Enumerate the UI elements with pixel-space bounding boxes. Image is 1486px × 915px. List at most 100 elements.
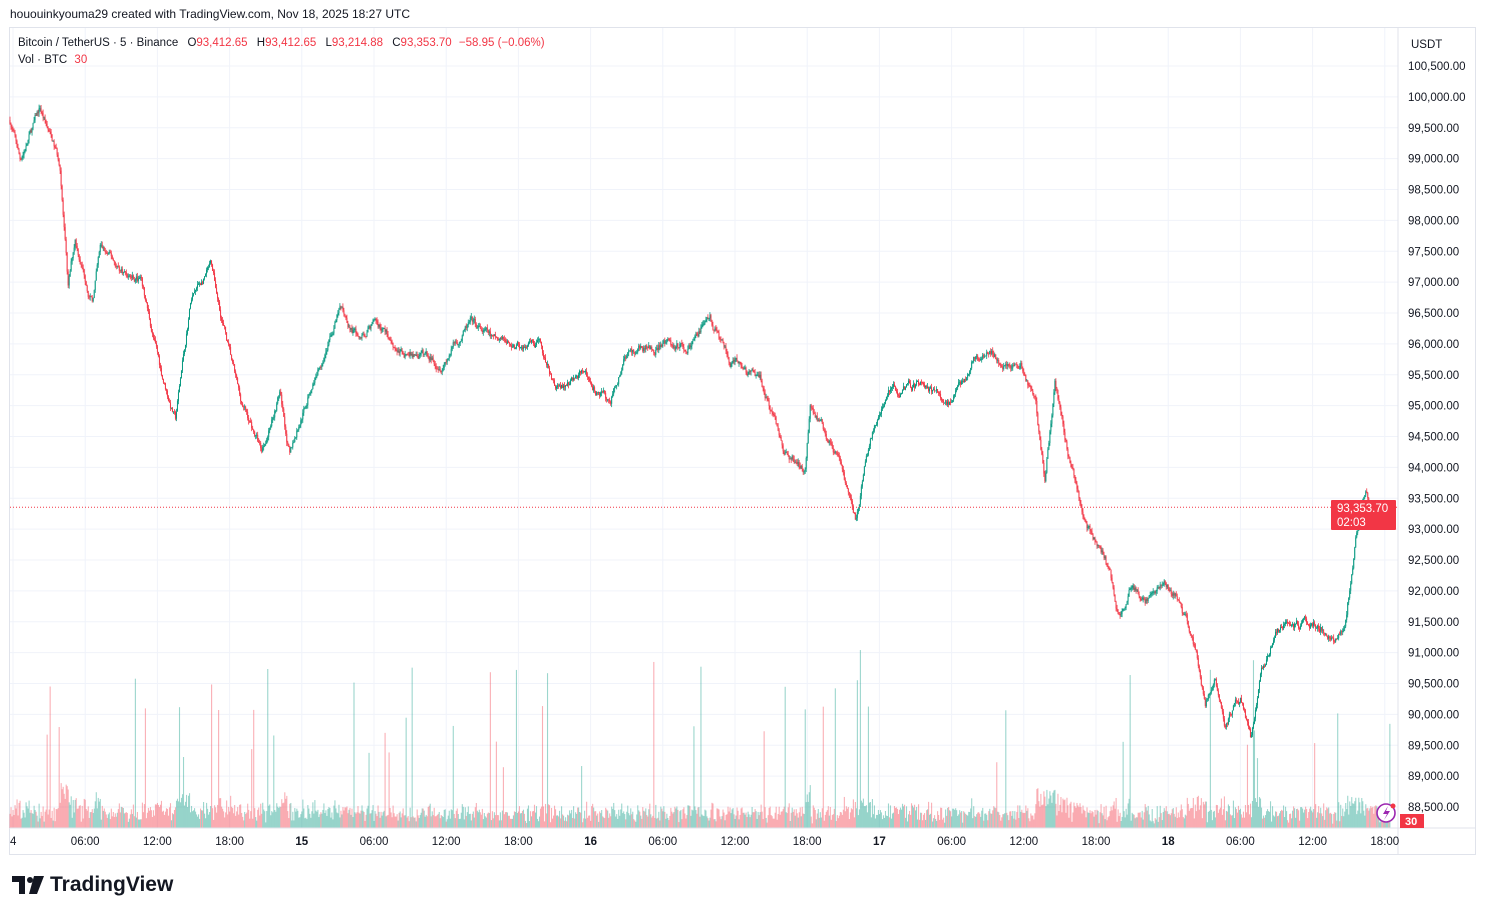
- volume-bar: [1232, 800, 1234, 828]
- candle-body: [702, 323, 704, 325]
- volume-bar: [592, 803, 594, 828]
- volume-bar: [995, 808, 997, 828]
- candle-body: [247, 411, 249, 419]
- volume-badge: 30: [1400, 814, 1424, 828]
- candle-body: [611, 396, 613, 404]
- volume-bar: [208, 814, 210, 828]
- volume-bar: [828, 815, 830, 828]
- candle-body: [236, 374, 238, 379]
- candle-body: [965, 379, 967, 381]
- volume-bar: [449, 818, 451, 828]
- candle-body: [121, 269, 123, 274]
- volume-bar: [972, 818, 974, 828]
- candle-body: [1088, 525, 1090, 527]
- volume-bar: [1201, 818, 1203, 828]
- volume-label[interactable]: Vol · BTC: [18, 54, 68, 66]
- candle-body: [1152, 591, 1154, 593]
- volume-bar: [629, 815, 631, 828]
- candle-body: [1286, 621, 1288, 623]
- candle-body: [669, 340, 671, 342]
- currency-button[interactable]: [1404, 33, 1470, 55]
- lightning-icon[interactable]: [1376, 803, 1396, 823]
- volume-bar: [413, 817, 415, 828]
- candle-body: [970, 368, 972, 372]
- candle-body: [1265, 659, 1267, 665]
- candle-body: [708, 318, 710, 320]
- tradingview-logo[interactable]: TradingView: [12, 873, 173, 897]
- volume-bar: [1344, 811, 1346, 828]
- candle-body: [1067, 448, 1069, 457]
- candle-body: [1188, 626, 1190, 632]
- candle-body: [98, 251, 100, 258]
- volume-bar: [1063, 800, 1065, 828]
- candle-body: [514, 348, 516, 350]
- volume-bar: [38, 803, 40, 828]
- volume-bar: [302, 799, 304, 828]
- volume-bar: [958, 814, 960, 828]
- volume-bar: [742, 812, 744, 828]
- volume-bar: [1156, 806, 1158, 828]
- volume-bar: [656, 818, 658, 828]
- candle-body: [667, 338, 669, 340]
- candle-body: [1074, 475, 1076, 481]
- volume-bar: [297, 810, 299, 828]
- volume-bar: [1360, 813, 1362, 828]
- volume-bar: [931, 802, 933, 828]
- volume-bar: [687, 805, 689, 828]
- volume-bar: [1377, 814, 1379, 828]
- time-axis[interactable]: 4 06:00 12:00 18:00 15 06:00 12:00 18:00 16 06:00…: [10, 827, 1476, 848]
- volume-bar: [1140, 817, 1142, 828]
- volume-bar: [1188, 810, 1190, 828]
- volume-bar: [253, 709, 255, 828]
- candle-body: [485, 327, 487, 329]
- volume-bar: [1198, 809, 1200, 828]
- candle-body: [414, 354, 416, 356]
- y-tick-label: 100,500.00: [1408, 61, 1466, 73]
- candle-body: [145, 299, 147, 303]
- candle-body: [815, 415, 817, 418]
- candle-body: [1016, 363, 1018, 365]
- price-axis[interactable]: 100,500.00100,000.0099,500.0099,000.0098…: [1397, 28, 1466, 854]
- volume-bar: [521, 810, 524, 828]
- candle-body: [58, 159, 60, 166]
- candle-body: [1057, 390, 1059, 399]
- candle-body: [622, 365, 624, 371]
- candle-body: [627, 352, 629, 356]
- candle-body: [1251, 727, 1253, 736]
- candle-body: [1009, 365, 1011, 367]
- volume-bar: [1066, 797, 1068, 828]
- volume-bar: [429, 803, 431, 828]
- candle-body: [758, 374, 760, 378]
- x-tick-label: 12:00: [1298, 836, 1327, 848]
- volume-bar: [78, 805, 80, 828]
- candle-body: [857, 508, 859, 512]
- x-tick-label: 06:00: [71, 836, 100, 848]
- candle-body: [133, 279, 135, 282]
- volume-bar: [1209, 669, 1211, 828]
- candle-body: [1089, 525, 1091, 531]
- volume-bar: [720, 819, 722, 828]
- volume-bar: [16, 799, 18, 828]
- candle-body: [730, 363, 732, 368]
- volume-bar: [1154, 818, 1156, 828]
- candle-body: [636, 352, 638, 354]
- candle-body: [1012, 365, 1014, 368]
- candle-body: [1051, 415, 1053, 424]
- candle-body: [860, 486, 862, 496]
- volume-bar: [1375, 805, 1377, 828]
- volume-bar: [1091, 810, 1093, 828]
- candle-body: [139, 277, 141, 279]
- volume-bar: [847, 807, 849, 828]
- candle-body: [846, 485, 848, 489]
- volume-bar: [978, 812, 980, 828]
- candle-body: [1086, 522, 1088, 529]
- candle-body: [542, 353, 544, 358]
- symbol-name[interactable]: Bitcoin / TetherUS · 5 · Binance: [18, 37, 179, 49]
- candle-body: [1078, 491, 1080, 499]
- volume-bar: [1236, 812, 1238, 828]
- volume-bar: [332, 819, 334, 828]
- volume-bar: [401, 813, 403, 828]
- volume-bar: [1176, 817, 1178, 828]
- candle-body: [1145, 599, 1147, 604]
